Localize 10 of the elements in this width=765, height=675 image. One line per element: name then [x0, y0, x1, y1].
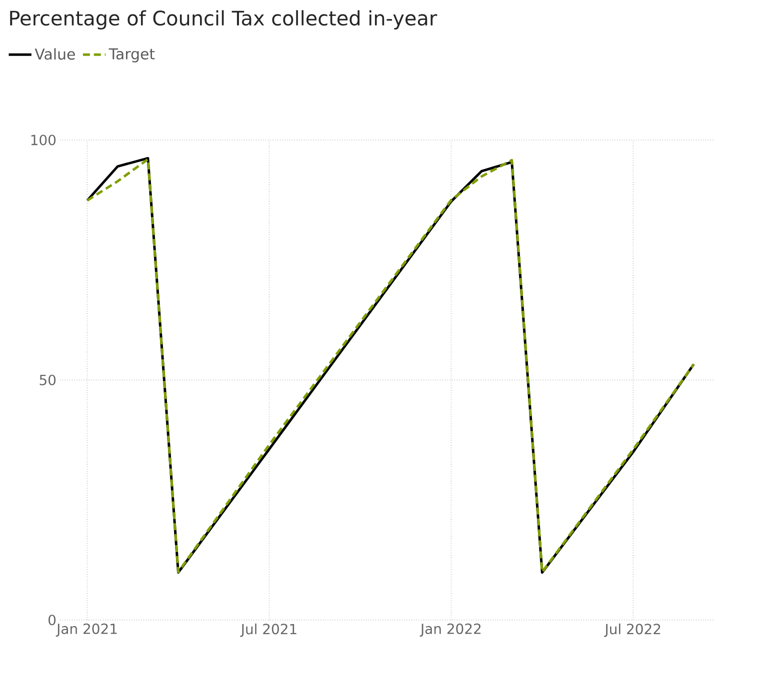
- y-tick-label: 50: [40, 374, 56, 386]
- legend-label: Value: [34, 48, 75, 60]
- x-tick-label: Jul 2021: [240, 624, 296, 637]
- chart-title: Percentage of Council Tax collected in-year: [10, 10, 438, 30]
- x-tick-label: Jan 2021: [56, 624, 117, 637]
- y-tick-label: 100: [31, 134, 56, 146]
- x-tick-label: Jul 2022: [604, 624, 660, 637]
- y-tick-label: 0: [48, 614, 56, 626]
- legend-label: Target: [108, 48, 155, 62]
- x-tick-label: Jan 2022: [420, 624, 480, 637]
